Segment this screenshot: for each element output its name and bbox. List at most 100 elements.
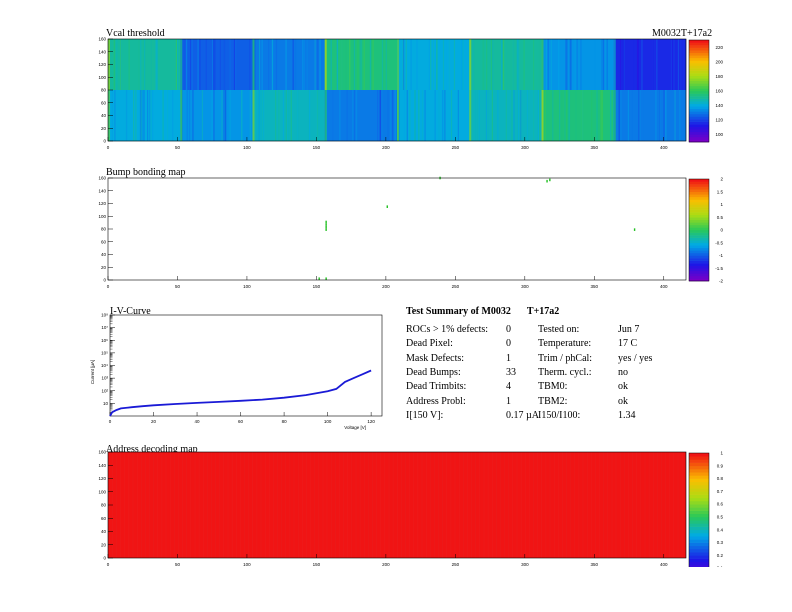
vcal-texture [166, 90, 169, 141]
bump-scale-band [689, 278, 709, 282]
addr-xtick-label: 150 [313, 562, 321, 567]
bump-ytick-label: 160 [98, 176, 106, 181]
vcal-scale-band [689, 60, 709, 64]
vcal-scale-band [689, 106, 709, 110]
vcal-texture [258, 90, 260, 141]
summary-right-label: Temperature: [538, 338, 592, 350]
addr-scale-label: 1 [720, 451, 723, 456]
vcal-texture [223, 90, 225, 141]
bump-scale-band [689, 260, 709, 264]
vcal-texture [138, 39, 140, 90]
vcal-texture [436, 39, 438, 90]
addr-column [615, 452, 617, 558]
bump-background [108, 178, 686, 280]
addr-column [661, 452, 662, 558]
vcal-texture [538, 39, 540, 90]
addr-column [562, 452, 563, 558]
bump-scale-band [689, 181, 709, 185]
vcal-texture [199, 39, 201, 90]
vcal-texture [190, 39, 192, 90]
addr-scale-band [689, 549, 709, 553]
addr-column [413, 452, 415, 558]
addr-column [182, 452, 183, 558]
addr-scale-band [689, 523, 709, 527]
vcal-texture [113, 39, 115, 90]
vcal-texture [600, 90, 602, 141]
addr-scale-band [689, 507, 709, 511]
summary-left-label: Dead Bumps: [406, 366, 461, 378]
vcal-edge [180, 90, 183, 141]
vcal-texture [282, 90, 285, 141]
bump-xtick-label: 400 [660, 284, 668, 289]
bump-scale-label: 1.5 [717, 189, 724, 194]
vcal-texture [143, 90, 145, 141]
addr-column [136, 452, 138, 558]
addr-column [483, 452, 485, 558]
vcal-texture [680, 39, 682, 90]
vcal-texture [241, 90, 243, 141]
vcal-texture [622, 39, 624, 90]
vcal-texture [483, 39, 485, 90]
bump-hit-point [386, 205, 388, 208]
vcal-texture [462, 39, 464, 90]
vcal-texture [633, 39, 635, 90]
vcal-texture [416, 39, 418, 90]
vcal-texture [428, 39, 430, 90]
summary-left-value: 4 [506, 381, 511, 393]
vcal-texture [186, 90, 188, 141]
vcal-texture [435, 39, 437, 90]
vcal-texture [306, 39, 308, 90]
addr-column [487, 452, 489, 558]
vcal-xtick-label: 400 [660, 145, 668, 150]
addr-column [628, 452, 629, 558]
iv-xtick-label: 0 [109, 419, 112, 424]
iv-xtick-label: 100 [324, 419, 332, 424]
bump-scale-band [689, 242, 709, 246]
vcal-scale-band [689, 136, 709, 140]
vcal-texture [369, 39, 372, 90]
addr-column [149, 452, 150, 558]
vcal-roc-cell [180, 90, 253, 142]
bump-scale-band [689, 273, 709, 277]
addr-scale-band [689, 469, 709, 473]
vcal-texture [619, 39, 622, 90]
addr-scale-band [689, 472, 709, 476]
vcal-ytick-label: 100 [98, 75, 106, 80]
vcal-texture [594, 39, 596, 90]
vcal-ytick-label: 40 [101, 113, 107, 118]
vcal-texture [260, 90, 262, 141]
summary-left-label: ROCs > 1% defects: [406, 324, 489, 335]
iv-xtick-label: 120 [367, 419, 375, 424]
summary-heading-suffix: T+17a2 [526, 306, 560, 317]
addr-scale-band [689, 497, 709, 502]
addr-column [463, 452, 464, 558]
iv-x-label: Voltage [V] [344, 425, 366, 430]
vcal-ytick-label: 0 [103, 139, 106, 144]
vcal-texture [254, 39, 256, 90]
bump-scale-band [689, 191, 709, 195]
vcal-texture [492, 39, 494, 90]
vcal-roc-cell [324, 90, 398, 142]
addr-column [578, 452, 580, 558]
iv-ytick-label: 10⁷ [101, 325, 108, 330]
vcal-texture [517, 90, 520, 141]
vcal-texture [391, 90, 394, 141]
vcal-texture [349, 39, 351, 90]
vcal-texture [641, 39, 643, 90]
addr-column [281, 452, 282, 558]
addr-column [566, 452, 567, 558]
vcal-texture [580, 39, 582, 90]
addr-column [165, 452, 167, 558]
vcal-texture [671, 39, 673, 90]
addr-column [219, 452, 220, 558]
summary-left-label: Dead Trimbits: [406, 381, 467, 393]
vcal-texture [294, 39, 297, 90]
vcal-texture [403, 90, 405, 141]
vcal-ytick-label: 80 [101, 88, 107, 93]
vcal-texture [505, 90, 507, 141]
summary-right-value: 17 C [618, 338, 638, 350]
vcal-texture [651, 39, 654, 90]
addr-column [388, 452, 390, 558]
addr-column [372, 452, 373, 558]
vcal-texture [539, 39, 541, 90]
